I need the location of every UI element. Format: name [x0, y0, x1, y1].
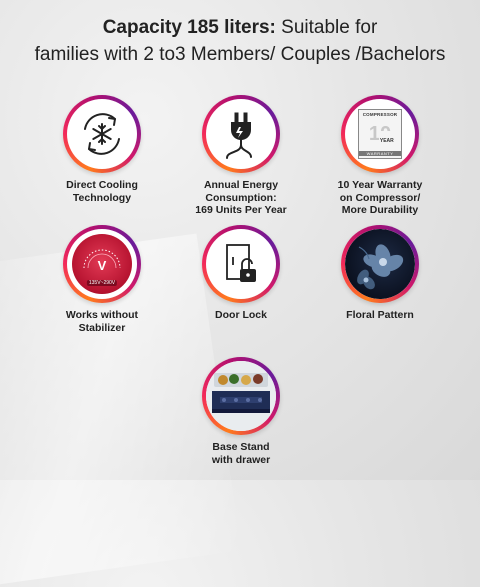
feature-energy-consumption: Annual Energy Consumption: 169 Units Per…	[166, 95, 316, 217]
voltage-gauge-icon: V 135V~290V	[72, 234, 132, 294]
badge-top-text: COMPRESSOR	[362, 112, 398, 117]
floral-pattern-icon	[345, 229, 415, 299]
caption-line: 10 Year Warranty	[337, 179, 423, 191]
caption-line: on Compressor/	[339, 191, 421, 204]
capacity-text: Capacity 185 liters:	[102, 17, 276, 38]
feature-caption: Door Lock	[166, 309, 316, 322]
feature-caption: 10 Year Warranty on Compressor/ More Dur…	[305, 179, 455, 217]
badge-number: 10 YEAR	[369, 124, 395, 151]
icon-ring	[202, 95, 280, 173]
caption-line: Direct Cooling	[66, 179, 138, 191]
headline-line-2: families with 2 to3 Members/ Couples /Ba…	[34, 44, 446, 65]
warranty-badge-icon: COMPRESSOR 10 YEAR WARRANTY	[358, 109, 402, 159]
snowflake-cycle-icon	[84, 113, 120, 155]
power-plug-icon	[226, 112, 252, 159]
caption-line: Technology	[72, 191, 132, 204]
drawer-base-icon	[206, 361, 276, 431]
feature-caption: Base Stand with drawer	[166, 441, 316, 466]
suitable-text: Suitable for	[275, 17, 378, 38]
icon-ring	[202, 357, 280, 435]
page-title: Capacity 185 liters: Suitable for famili…	[0, 14, 480, 68]
feature-caption: Floral Pattern	[305, 309, 455, 322]
caption-line: Consumption:	[205, 191, 277, 204]
caption-line: with drawer	[211, 453, 271, 466]
feature-caption: Works without Stabilizer	[27, 309, 177, 334]
gauge-range-text: 135V~290V	[86, 280, 118, 286]
caption-line: 169 Units Per Year	[195, 204, 287, 216]
caption-line: Door Lock	[215, 309, 267, 321]
icon-ring	[341, 225, 419, 303]
gauge-dial-icon	[83, 249, 121, 269]
feature-base-stand: Base Stand with drawer	[166, 357, 316, 466]
flower-icon	[357, 244, 404, 290]
feature-warranty: COMPRESSOR 10 YEAR WARRANTY 10 Year Warr…	[305, 95, 455, 217]
door-lock-icon	[226, 244, 256, 282]
caption-line: Base Stand	[212, 441, 270, 453]
badge-unit-text: YEAR	[378, 131, 395, 151]
icon-ring: V 135V~290V	[63, 225, 141, 303]
feature-caption: Annual Energy Consumption: 169 Units Per…	[166, 179, 316, 217]
icon-ring	[63, 95, 141, 173]
feature-direct-cooling: Direct Cooling Technology	[27, 95, 177, 204]
feature-floral-pattern: Floral Pattern	[305, 225, 455, 322]
badge-bottom-text: WARRANTY	[359, 151, 401, 156]
feature-door-lock: Door Lock	[166, 225, 316, 322]
icon-ring	[202, 225, 280, 303]
caption-line: More Durability	[341, 204, 419, 216]
feature-caption: Direct Cooling Technology	[27, 179, 177, 204]
icon-ring: COMPRESSOR 10 YEAR WARRANTY	[341, 95, 419, 173]
caption-line: Annual Energy	[203, 179, 279, 191]
gauge-symbol: V	[97, 257, 107, 273]
caption-line: Floral Pattern	[346, 309, 414, 321]
caption-line: Stabilizer	[78, 321, 126, 334]
feature-works-without-stabilizer: V 135V~290V Works without Stabilizer	[27, 225, 177, 334]
caption-line: Works without	[65, 309, 139, 321]
headline-line-1: Capacity 185 liters: Suitable for	[0, 14, 480, 41]
